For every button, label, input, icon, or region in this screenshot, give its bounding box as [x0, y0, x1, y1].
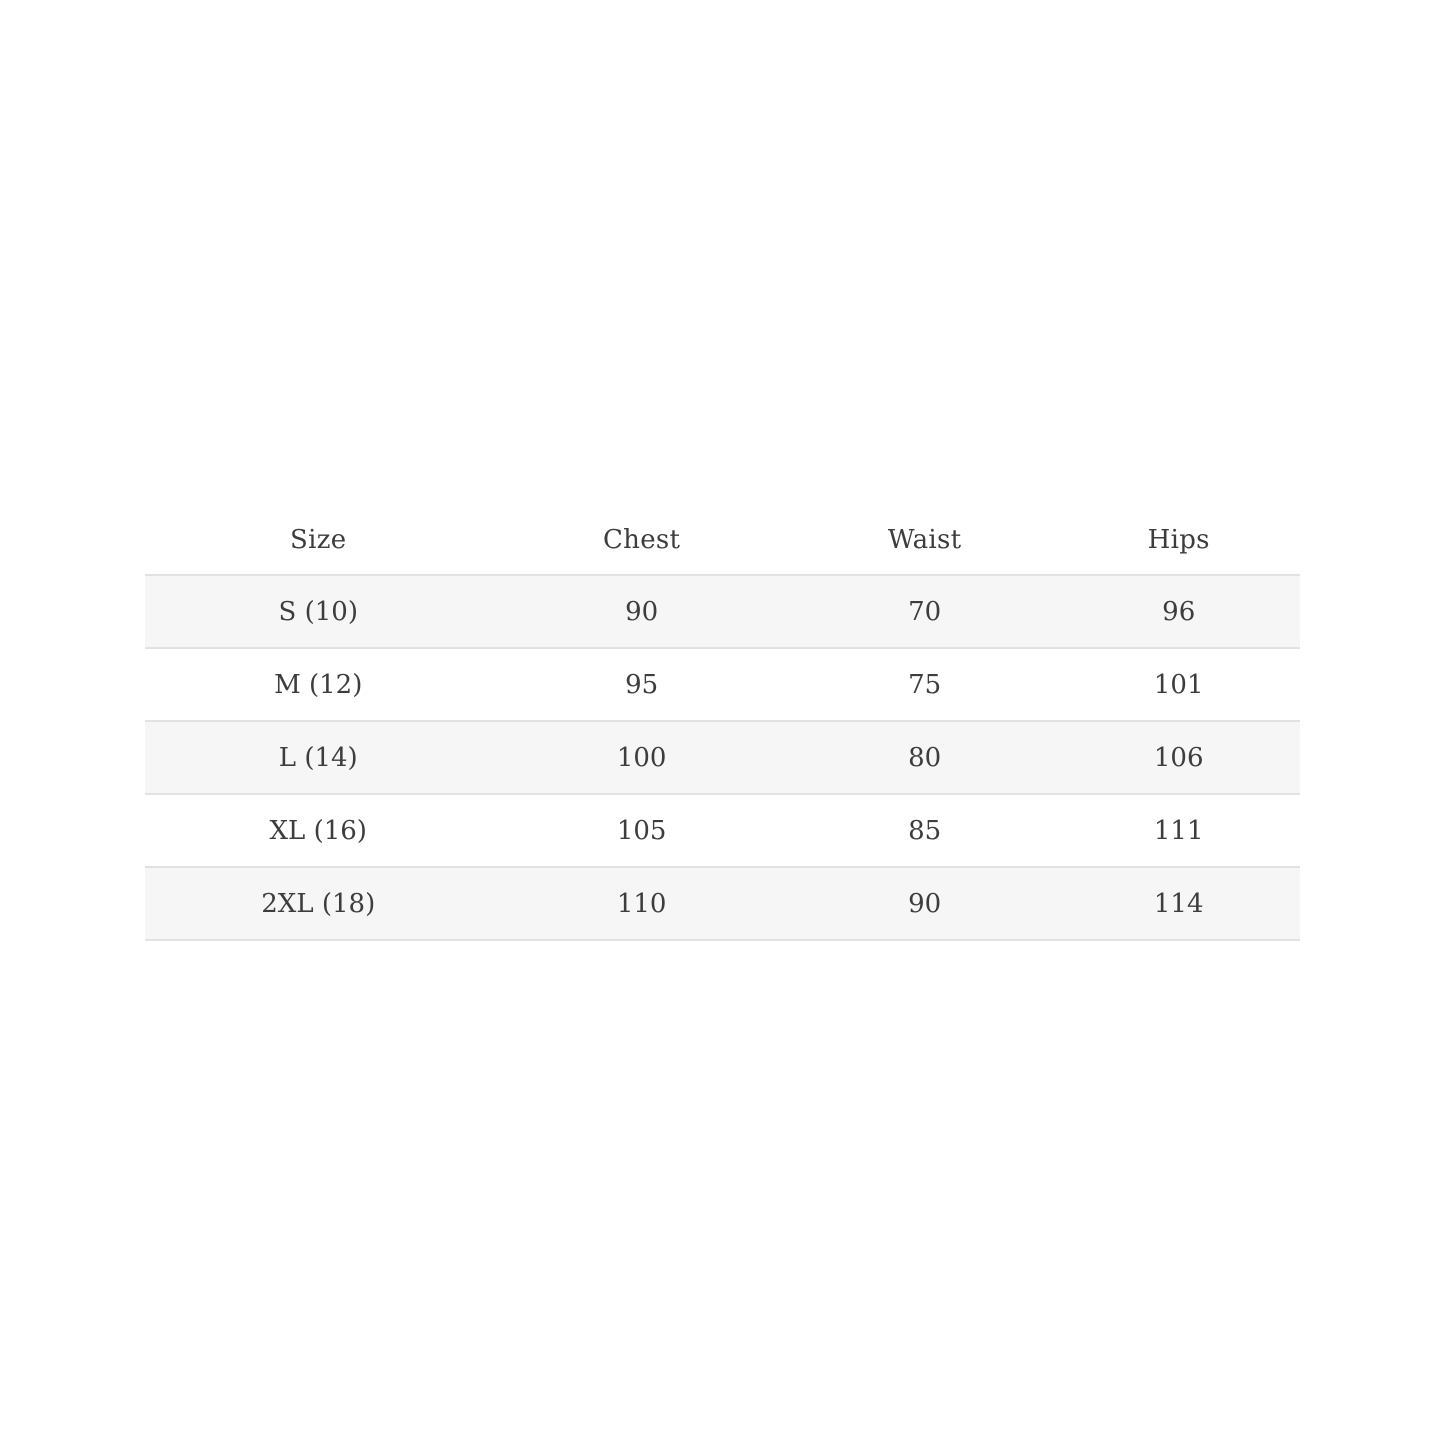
cell-size: S (10): [145, 575, 492, 649]
cell-waist: 80: [791, 721, 1058, 795]
column-header-size: Size: [145, 505, 492, 576]
table-row: L (14) 100 80 106: [145, 721, 1300, 795]
cell-chest: 110: [491, 867, 792, 941]
cell-size: XL (16): [145, 794, 492, 868]
cell-chest: 90: [491, 575, 792, 649]
table-row: XL (16) 105 85 111: [145, 794, 1300, 868]
cell-chest: 105: [491, 794, 792, 868]
size-chart-table: Size Chest Waist Hips S (10) 90 70 96 M …: [145, 505, 1300, 941]
cell-hips: 111: [1057, 794, 1300, 868]
cell-size: 2XL (18): [145, 867, 492, 941]
cell-waist: 90: [791, 867, 1058, 941]
cell-chest: 100: [491, 721, 792, 795]
size-chart: Size Chest Waist Hips S (10) 90 70 96 M …: [145, 505, 1300, 941]
cell-size: L (14): [145, 721, 492, 795]
table-row: M (12) 95 75 101: [145, 648, 1300, 722]
cell-hips: 101: [1057, 648, 1300, 722]
cell-waist: 75: [791, 648, 1058, 722]
cell-hips: 96: [1057, 575, 1300, 649]
cell-chest: 95: [491, 648, 792, 722]
header-row: Size Chest Waist Hips: [145, 505, 1300, 576]
table-row: 2XL (18) 110 90 114: [145, 867, 1300, 941]
cell-hips: 106: [1057, 721, 1300, 795]
column-header-waist: Waist: [791, 505, 1058, 576]
cell-size: M (12): [145, 648, 492, 722]
cell-waist: 85: [791, 794, 1058, 868]
cell-waist: 70: [791, 575, 1058, 649]
column-header-hips: Hips: [1057, 505, 1300, 576]
table-row: S (10) 90 70 96: [145, 575, 1300, 649]
cell-hips: 114: [1057, 867, 1300, 941]
column-header-chest: Chest: [491, 505, 792, 576]
